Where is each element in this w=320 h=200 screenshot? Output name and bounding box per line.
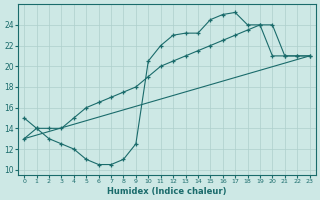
X-axis label: Humidex (Indice chaleur): Humidex (Indice chaleur) <box>107 187 227 196</box>
